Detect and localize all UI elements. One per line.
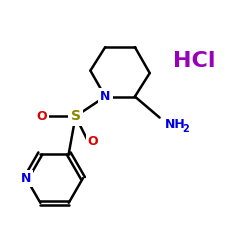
Text: 2: 2 xyxy=(182,124,189,134)
Text: N: N xyxy=(100,90,110,103)
Text: NH: NH xyxy=(164,118,185,132)
Text: S: S xyxy=(70,109,81,123)
Text: N: N xyxy=(21,172,31,185)
Text: HCl: HCl xyxy=(173,51,216,71)
Text: O: O xyxy=(88,134,98,147)
Text: O: O xyxy=(37,110,48,123)
